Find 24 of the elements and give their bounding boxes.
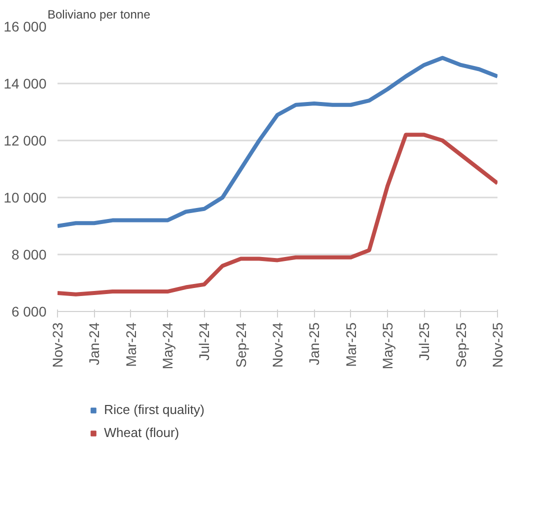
x-tick-label: Mar-24: [122, 322, 139, 367]
x-tick-label: May-25: [380, 322, 396, 370]
x-tick-label: Jan-25: [306, 322, 322, 366]
x-tick-label: Mar-25: [342, 322, 359, 367]
x-tick-label: Jul-24: [196, 322, 212, 361]
legend-label: Rice (first quality): [104, 402, 204, 417]
x-tick-label: Jul-25: [416, 322, 432, 361]
line-series: [58, 132, 498, 296]
y-tick-label: 12 000: [4, 132, 47, 148]
y-axis-title: Boliviano per tonne: [48, 8, 151, 22]
y-tick-label: 8 000: [11, 246, 47, 262]
x-tick-label: Nov-25: [490, 322, 506, 368]
x-tick-label: Sep-24: [232, 322, 249, 368]
line-series: [58, 56, 498, 228]
y-tick-label: 16 000: [4, 18, 47, 34]
x-tick-label: May-24: [160, 322, 176, 370]
x-tick-label: Nov-24: [270, 322, 286, 368]
y-tick-label: 10 000: [4, 190, 47, 206]
x-tick-label: Sep-25: [452, 322, 469, 368]
x-tick-label: Nov-23: [50, 322, 66, 368]
y-tick-label: 6 000: [11, 304, 47, 320]
legend-label: Wheat (flour): [104, 425, 180, 440]
x-tick-label: Jan-24: [86, 322, 102, 366]
y-tick-label: 14 000: [4, 76, 47, 92]
